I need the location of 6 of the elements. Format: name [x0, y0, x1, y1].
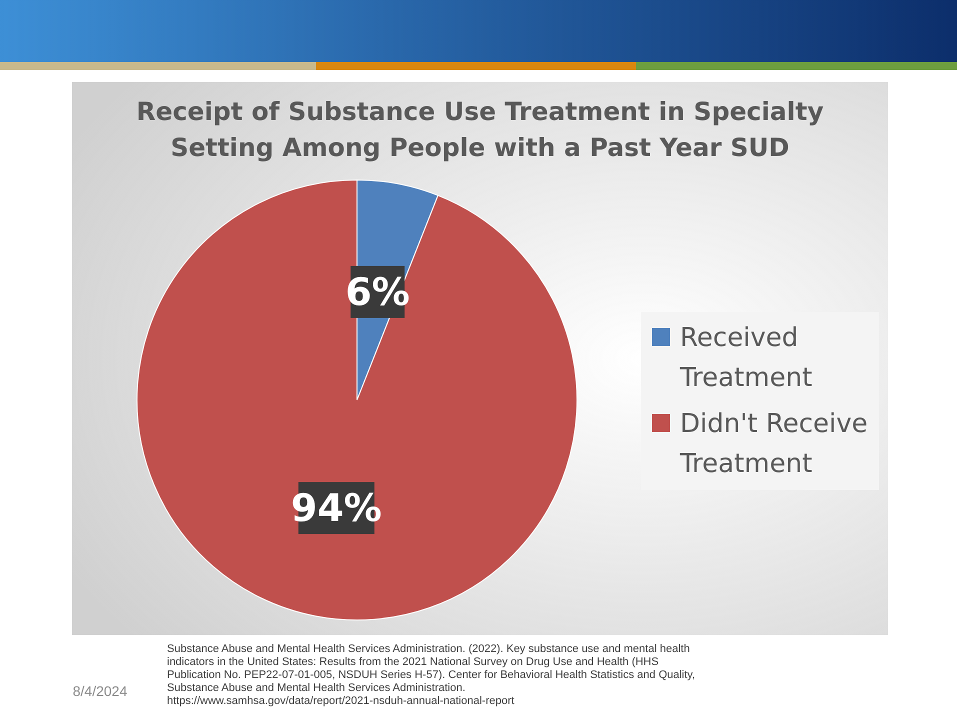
- pie-slice: [136, 180, 578, 620]
- chart-title: Receipt of Substance Use Treatment in Specialty Setting Among People with a Past Year SUD: [136, 97, 824, 162]
- legend-label: Didn't Receive Treatment: [679, 409, 868, 479]
- text: Substance Abuse and Mental Health Services Administration. (2022). Key substance use and mental health indicators in the United States: Results from the 2021 National Survey on Drug Use and Health (HHS Publication No. PEP22-07-01-005, NSDUH Series H-57). Center for Behavioral Health Statistics and Quality, Substance Abuse and Mental Health Services Administration. https://www.samhsa.gov/data/report/2021-nsduh-annual-national-report: [167, 643, 696, 707]
- legend-label: Received Treatment: [679, 323, 812, 393]
- text: 8/4/2024: [72, 683, 128, 699]
